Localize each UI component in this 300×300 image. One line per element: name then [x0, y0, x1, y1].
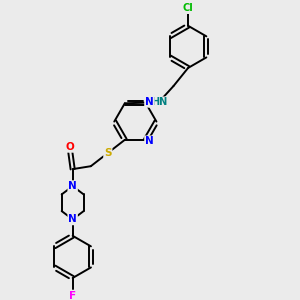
- Text: S: S: [104, 148, 112, 158]
- Text: N: N: [145, 136, 154, 146]
- Text: N: N: [68, 181, 77, 191]
- Text: HN: HN: [151, 97, 167, 107]
- Text: N: N: [145, 97, 154, 107]
- Text: N: N: [68, 214, 77, 224]
- Text: O: O: [66, 142, 75, 152]
- Text: Cl: Cl: [183, 3, 194, 13]
- Text: F: F: [69, 291, 76, 300]
